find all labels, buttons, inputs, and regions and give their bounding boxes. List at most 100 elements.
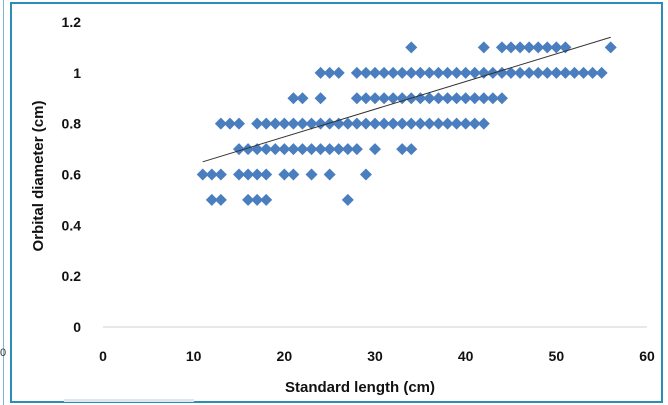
x-tick-label: 0 [99, 348, 107, 364]
data-point [260, 193, 273, 206]
data-point [369, 66, 381, 79]
data-point [332, 117, 345, 130]
data-point [604, 41, 617, 54]
data-point [314, 66, 327, 79]
data-point [214, 117, 227, 130]
data-point [532, 66, 545, 79]
data-point [450, 92, 463, 105]
y-tick-label: 1 [73, 65, 81, 81]
data-point [586, 66, 599, 79]
data-point [314, 92, 327, 105]
data-point [287, 143, 300, 156]
data-point [260, 168, 273, 181]
x-tick-label: 20 [277, 348, 293, 364]
data-point [414, 66, 427, 79]
data-point [341, 117, 354, 130]
data-point [242, 193, 255, 206]
data-point [359, 168, 372, 181]
data-point [332, 66, 345, 79]
data-point [550, 41, 563, 54]
data-point [350, 117, 363, 130]
data-point [477, 117, 490, 130]
data-point [359, 66, 372, 79]
data-point [350, 143, 363, 156]
data-point [414, 92, 427, 105]
data-point [559, 41, 572, 54]
data-point [323, 117, 336, 130]
data-point [505, 66, 517, 79]
data-point [242, 143, 255, 156]
data-point [369, 117, 381, 130]
data-point [359, 92, 372, 105]
data-point [387, 66, 400, 79]
x-tick-label: 60 [639, 348, 655, 364]
y-tick-label: 0.2 [62, 268, 82, 284]
chart-frame [10, 2, 663, 403]
data-point [314, 117, 327, 130]
data-point [350, 66, 363, 79]
data-point [459, 66, 472, 79]
data-point [423, 117, 436, 130]
data-point [423, 92, 436, 105]
data-point [359, 117, 372, 130]
data-point [514, 41, 527, 54]
data-point [387, 92, 400, 105]
y-tick-label: 0.8 [62, 116, 82, 132]
data-point [405, 41, 418, 54]
data-point [405, 143, 418, 156]
data-point [559, 66, 572, 79]
data-point [378, 92, 391, 105]
data-point [477, 92, 490, 105]
data-point [550, 66, 563, 79]
data-point [287, 117, 300, 130]
data-point [405, 66, 418, 79]
data-point [523, 66, 536, 79]
data-point [396, 143, 409, 156]
data-point [505, 41, 517, 54]
data-point [577, 66, 590, 79]
y-tick-label: 0 [73, 319, 81, 335]
data-point [296, 92, 309, 105]
data-point [432, 92, 445, 105]
data-point [214, 193, 227, 206]
data-point [341, 193, 354, 206]
data-point [495, 92, 508, 105]
data-point [369, 143, 381, 156]
data-point [305, 168, 318, 181]
data-point [278, 143, 291, 156]
x-axis-ticks: 0 10 20 30 40 50 60 [99, 348, 655, 364]
data-point [595, 66, 608, 79]
trendline [202, 36, 611, 163]
data-point [532, 41, 545, 54]
data-point [223, 117, 236, 130]
data-point [450, 117, 463, 130]
data-point [332, 143, 345, 156]
data-point [323, 66, 336, 79]
data-point [296, 117, 309, 130]
data-point [323, 143, 336, 156]
x-tick-label: 10 [186, 348, 202, 364]
data-point [196, 168, 209, 181]
data-point [441, 92, 454, 105]
data-point [287, 92, 300, 105]
data-point [269, 117, 282, 130]
data-point [486, 92, 499, 105]
data-point [459, 92, 472, 105]
y-tick-label: 0.6 [62, 167, 82, 183]
data-point [205, 168, 218, 181]
data-point [242, 168, 255, 181]
data-point [350, 92, 363, 105]
data-point [341, 143, 354, 156]
data-point [251, 168, 264, 181]
data-point [378, 117, 391, 130]
data-point [305, 117, 318, 130]
data-points [196, 41, 617, 206]
data-point [369, 92, 381, 105]
data-point [468, 66, 481, 79]
data-point [233, 168, 245, 181]
data-point [541, 41, 554, 54]
data-point [405, 117, 418, 130]
data-point [450, 66, 463, 79]
clipped-edge-mark: 0 [0, 347, 7, 359]
